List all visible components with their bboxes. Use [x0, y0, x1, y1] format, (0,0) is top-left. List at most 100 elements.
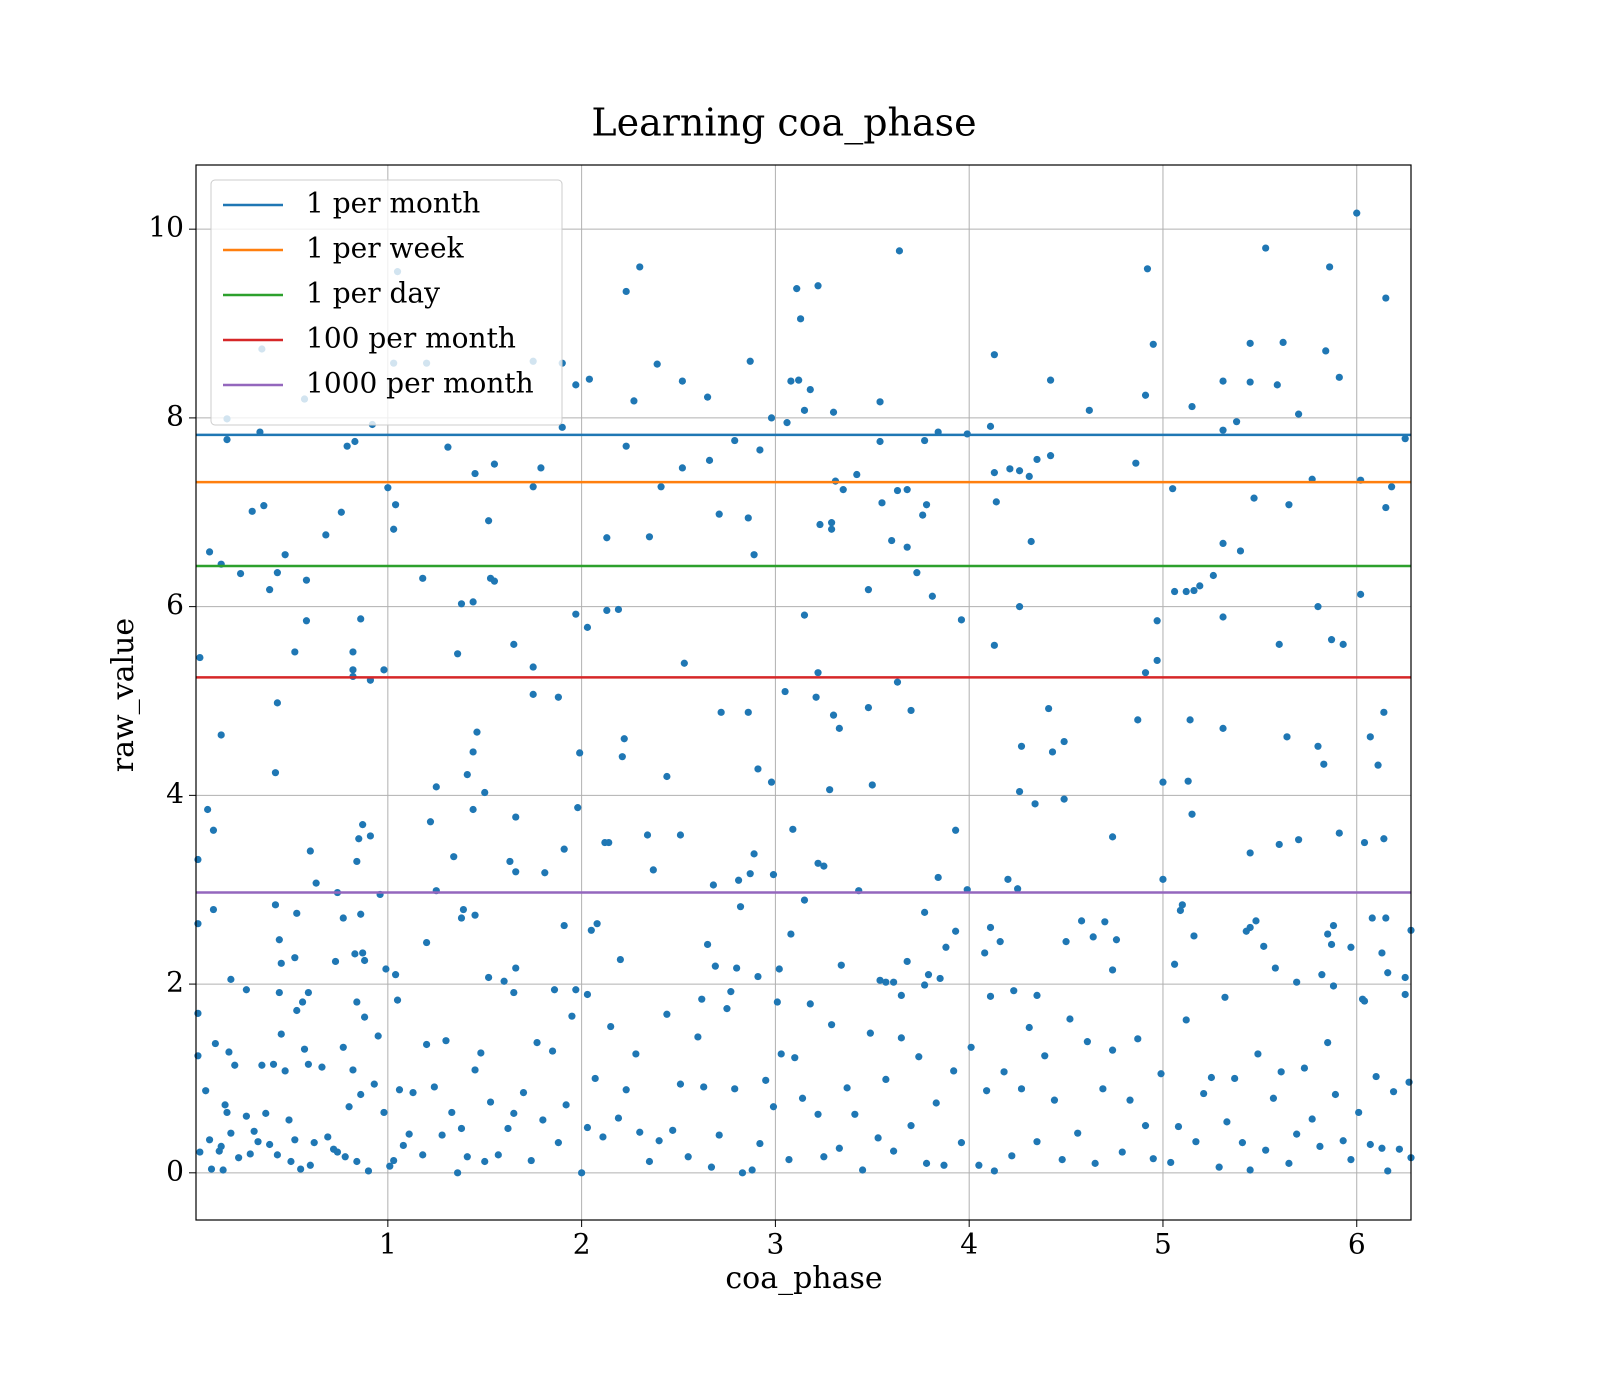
point	[337, 508, 345, 516]
point	[360, 956, 369, 965]
point	[705, 456, 714, 464]
point	[271, 901, 280, 909]
point	[485, 517, 493, 525]
point	[986, 992, 995, 1000]
point	[454, 1169, 462, 1177]
point	[510, 1109, 518, 1117]
point	[750, 850, 758, 858]
point	[235, 1154, 243, 1162]
point	[622, 442, 630, 450]
point	[351, 950, 359, 958]
point	[291, 954, 299, 962]
point	[207, 1165, 216, 1173]
point	[816, 520, 824, 529]
point	[919, 511, 927, 519]
point	[1250, 494, 1258, 502]
point	[1219, 539, 1227, 548]
y-tick-label: 4	[166, 777, 184, 810]
point	[1060, 795, 1068, 803]
point	[1246, 378, 1254, 386]
point	[500, 977, 508, 985]
point	[1091, 1159, 1099, 1167]
point	[463, 1153, 471, 1161]
point	[806, 1000, 814, 1008]
point	[343, 442, 351, 450]
point	[1159, 875, 1167, 883]
point	[921, 981, 929, 989]
point	[211, 1039, 219, 1048]
point	[791, 1054, 799, 1062]
point	[876, 976, 884, 984]
point	[777, 1050, 785, 1058]
point	[1382, 503, 1390, 512]
point	[512, 813, 520, 821]
point	[1326, 263, 1334, 271]
point	[310, 1139, 318, 1147]
point	[1339, 640, 1347, 648]
point	[1219, 426, 1227, 434]
point	[921, 436, 929, 445]
point	[967, 1043, 975, 1051]
point	[1219, 613, 1227, 621]
point	[481, 788, 489, 797]
point	[864, 586, 873, 594]
point	[1017, 742, 1026, 750]
point	[529, 483, 537, 491]
legend-label: 1000 per month	[306, 367, 534, 400]
point	[940, 1161, 948, 1169]
point	[1170, 960, 1179, 968]
point	[663, 1010, 671, 1018]
point	[1335, 373, 1343, 381]
point	[1058, 1156, 1066, 1164]
point	[1083, 1038, 1091, 1046]
point	[806, 385, 814, 394]
point	[769, 1103, 778, 1111]
point	[260, 502, 268, 510]
point	[1077, 917, 1086, 925]
point	[928, 592, 936, 600]
point	[636, 1128, 644, 1136]
point	[599, 1133, 607, 1141]
point	[591, 1074, 599, 1083]
point	[1045, 704, 1053, 713]
point	[1141, 391, 1150, 399]
point	[205, 548, 214, 556]
point	[620, 735, 628, 743]
point	[419, 574, 427, 582]
point	[1196, 582, 1204, 590]
point	[827, 1021, 836, 1029]
point	[990, 1167, 998, 1175]
point	[469, 805, 477, 814]
point	[477, 1049, 485, 1057]
point	[1380, 835, 1388, 843]
point	[454, 650, 462, 658]
point	[583, 1123, 592, 1132]
point	[866, 1029, 874, 1037]
point	[576, 749, 584, 757]
point	[554, 1139, 562, 1147]
point	[293, 1006, 301, 1015]
point	[1382, 294, 1390, 302]
point	[1006, 465, 1014, 473]
point	[293, 909, 301, 917]
point	[444, 443, 452, 451]
point	[922, 501, 931, 509]
y-tick-label: 6	[166, 588, 184, 621]
point	[744, 514, 752, 522]
point	[1000, 1068, 1008, 1076]
point	[678, 377, 686, 385]
point	[1169, 485, 1177, 493]
point	[709, 881, 717, 889]
point	[370, 1080, 378, 1088]
point	[878, 499, 886, 507]
point	[529, 663, 537, 671]
point	[723, 1005, 731, 1013]
point	[1382, 914, 1390, 922]
point	[353, 998, 361, 1006]
point	[1167, 1158, 1175, 1167]
point	[1223, 1118, 1231, 1126]
point	[459, 905, 468, 914]
point	[1353, 209, 1361, 217]
point	[1149, 340, 1157, 348]
